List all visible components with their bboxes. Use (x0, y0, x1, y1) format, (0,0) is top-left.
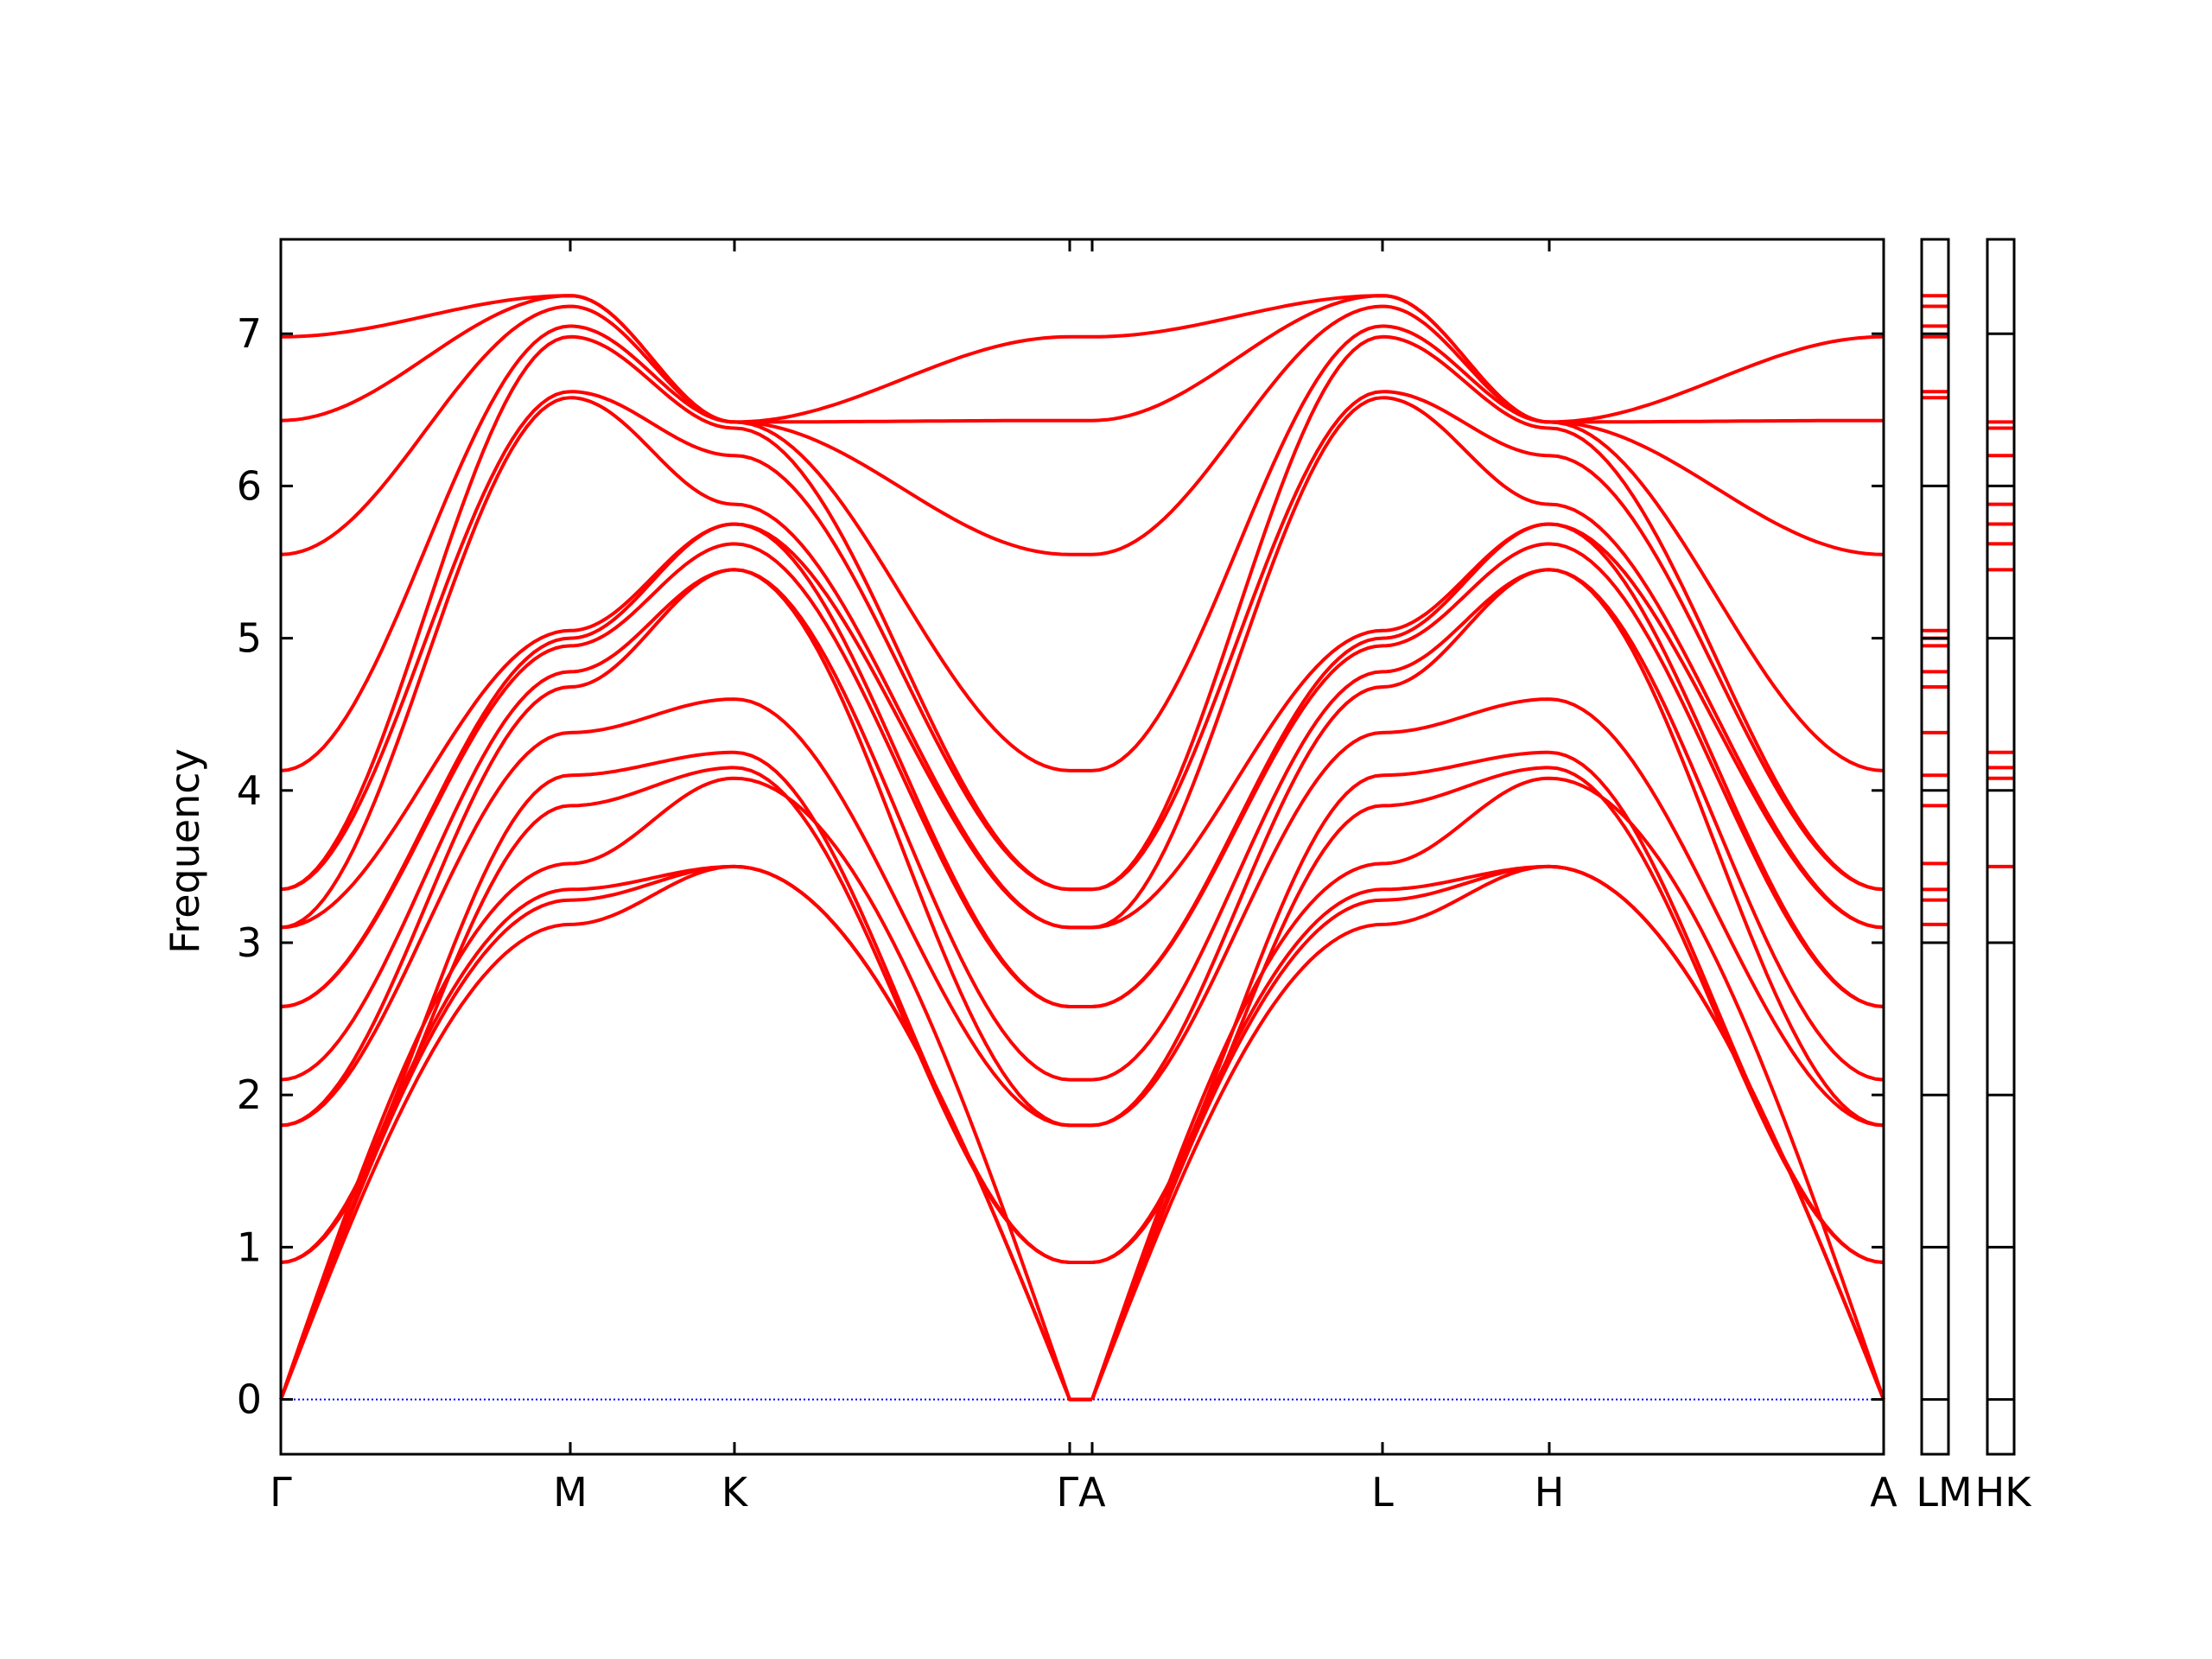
x-tick-label-6: A (1870, 1469, 1897, 1516)
y-tick-label-3: 3 (237, 919, 262, 966)
band-line-16 (280, 304, 1885, 556)
hk-panel-frame (1986, 238, 2016, 1456)
band-line-8 (280, 568, 1885, 1082)
band-line-15 (280, 324, 1885, 772)
y-tick-label-7: 7 (237, 310, 262, 357)
band-line-4 (280, 766, 1885, 1264)
x-tick-label-1: M (553, 1469, 588, 1516)
band-line-0 (279, 864, 1885, 1402)
y-axis-title: Frequency (162, 748, 208, 954)
x-tick-label-2: K (721, 1469, 749, 1516)
tick-labels-group: 0 1 2 3 4 5 6 7 Γ M K ΓA L H A LM HK (237, 310, 2032, 1516)
band-line-1 (279, 864, 1885, 1402)
band-line-18 (280, 294, 1885, 424)
axes-frames-group (279, 238, 2016, 1456)
band-lines-group (279, 294, 1885, 1402)
band-line-11 (280, 522, 1885, 930)
y-tick-label-0: 0 (237, 1376, 262, 1423)
side-panel-label-1: HK (1975, 1469, 2033, 1516)
band-line-6 (280, 697, 1885, 1128)
x-tick-label-4: L (1371, 1469, 1394, 1516)
y-tick-label-2: 2 (237, 1071, 262, 1118)
band-line-12 (280, 396, 1885, 930)
band-line-7 (280, 568, 1885, 1128)
lm-panel-frame (1920, 238, 1950, 1456)
side-panel-label-0: LM (1916, 1469, 1972, 1516)
ticks-group (279, 239, 2014, 1454)
band-line-13 (280, 390, 1885, 892)
band-line-3 (279, 776, 1885, 1402)
band-line-14 (280, 334, 1885, 892)
y-tick-label-5: 5 (237, 615, 262, 662)
band-line-5 (280, 750, 1885, 1264)
x-tick-label-5: H (1535, 1469, 1565, 1516)
y-tick-label-1: 1 (237, 1224, 262, 1270)
x-tick-label-0: Γ (270, 1469, 292, 1516)
y-tick-label-4: 4 (237, 767, 262, 814)
band-line-2 (279, 864, 1885, 1402)
side-panel-levels-group (1922, 294, 2014, 926)
y-tick-label-6: 6 (237, 462, 262, 509)
band-line-10 (280, 522, 1885, 1008)
x-tick-label-3: ΓA (1056, 1469, 1106, 1516)
main-plot-frame (279, 238, 1885, 1456)
